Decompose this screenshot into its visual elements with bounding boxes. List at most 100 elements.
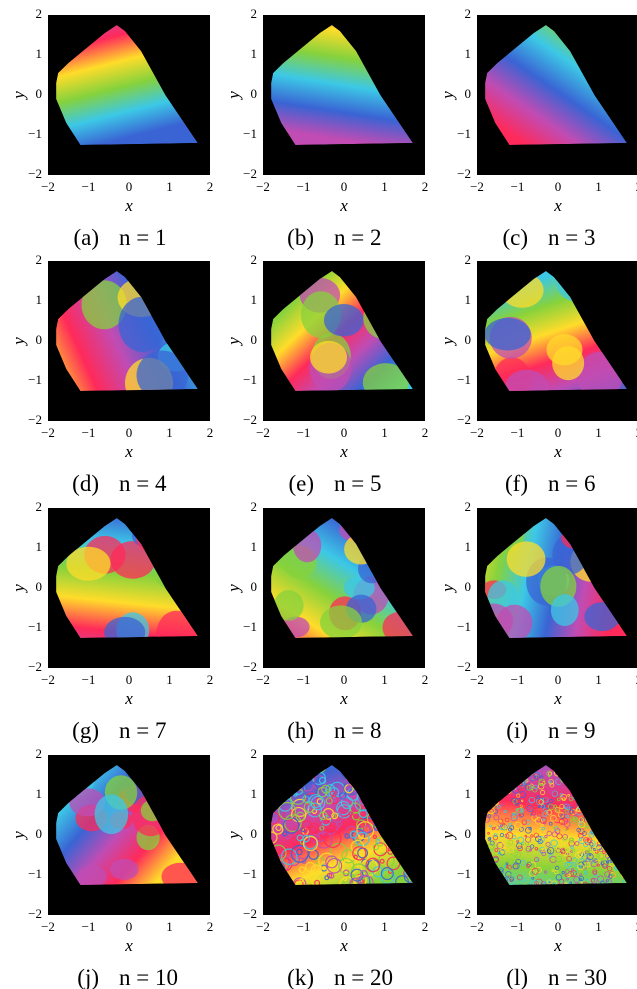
panel-caption: n = 10 [119,965,178,989]
panel-caption: n = 9 [548,718,595,743]
y-tick-label: −2 [457,166,471,181]
y-tick-label: 0 [251,86,258,101]
panel-caption: n = 3 [548,225,595,250]
y-tick-label: 2 [251,746,258,761]
y-tick-label: 2 [251,6,258,21]
y-tick-label: 1 [251,786,258,801]
x-tick-label: −2 [41,179,55,194]
x-axis-label: x [339,196,348,215]
x-tick-label: −2 [470,919,484,934]
x-tick-label: 0 [341,179,348,194]
y-tick-label: −1 [457,619,471,634]
y-tick-label: 0 [251,332,258,347]
panel: −2−2−1−1001122xy(h)n = 8 [224,499,428,743]
blob [310,341,347,374]
panel-caption: n = 7 [119,718,166,743]
y-tick-label: 2 [465,252,472,267]
y-axis-label: y [438,337,457,347]
y-tick-label: 1 [251,539,258,554]
panel-label: (e) [288,471,314,496]
y-tick-label: 0 [465,579,472,594]
x-tick-label: 0 [555,425,562,440]
x-axis-label: x [553,196,562,215]
y-tick-label: −1 [28,866,42,881]
x-tick-label: 0 [341,672,348,687]
y-axis-label: y [9,91,28,101]
panel-label: (f) [505,471,528,496]
y-tick-label: 1 [251,292,258,307]
y-axis-label: y [9,337,28,347]
panel-label: (g) [72,718,99,743]
y-axis-label: y [224,584,243,594]
y-axis-label: y [9,584,28,594]
y-tick-label: 0 [251,826,258,841]
x-axis-label: x [553,936,562,955]
x-tick-label: 1 [381,179,388,194]
x-tick-label: −1 [297,919,311,934]
y-tick-label: −1 [243,126,257,141]
y-axis-label: y [438,91,457,101]
y-tick-label: −2 [457,412,471,427]
x-tick-label: 2 [422,919,429,934]
y-tick-label: −1 [243,619,257,634]
y-tick-label: 0 [251,579,258,594]
y-tick-label: 2 [36,6,43,21]
x-tick-label: 2 [207,179,214,194]
x-axis-label: x [124,936,133,955]
y-tick-label: 2 [465,6,472,21]
y-axis-label: y [9,831,28,841]
x-tick-label: −1 [511,425,525,440]
x-tick-label: 0 [555,672,562,687]
x-tick-label: −1 [297,179,311,194]
x-tick-label: 2 [207,425,214,440]
x-axis-label: x [124,196,133,215]
panel-caption: n = 2 [334,225,381,250]
y-tick-label: −2 [457,659,471,674]
blob [484,318,530,350]
y-tick-label: 2 [251,252,258,267]
y-tick-label: 1 [251,46,258,61]
panel: −2−2−1−1001122xy(i)n = 9 [438,499,637,743]
y-tick-label: −1 [28,126,42,141]
y-tick-label: −1 [457,866,471,881]
y-tick-label: −1 [28,619,42,634]
figure: −2−2−1−1001122xy(a)n = 1−2−2−1−1001122xy… [0,0,637,989]
y-tick-label: 2 [36,252,43,267]
y-tick-label: −1 [28,372,42,387]
panel-caption: n = 8 [334,718,381,743]
panel: −2−2−1−1001122xy(f)n = 6 [438,252,637,496]
panel-label: (k) [287,965,314,989]
blob [110,859,139,880]
panel-caption: n = 30 [548,965,607,989]
x-axis-label: x [339,442,348,461]
blob [320,605,362,639]
panel-label: (l) [506,965,528,989]
panel-label: (h) [287,718,314,743]
x-axis-label: x [124,442,133,461]
y-tick-label: 1 [36,292,43,307]
y-tick-label: −2 [243,659,257,674]
x-tick-label: −1 [297,425,311,440]
x-tick-label: 1 [595,179,602,194]
x-tick-label: −1 [82,919,96,934]
y-tick-label: 0 [36,332,43,347]
x-tick-label: 1 [166,425,173,440]
x-tick-label: −2 [256,425,270,440]
x-tick-label: 1 [381,425,388,440]
y-tick-label: 0 [36,579,43,594]
y-tick-label: −2 [243,906,257,921]
y-tick-label: 2 [251,499,258,514]
y-axis-label: y [224,831,243,841]
x-tick-label: −1 [82,425,96,440]
panel-caption: n = 20 [334,965,393,989]
panel: −2−2−1−1001122xy(b)n = 2 [224,6,428,250]
panel: −2−2−1−1001122xy(d)n = 4 [9,252,213,496]
x-tick-label: −1 [511,179,525,194]
panel-label: (i) [506,718,528,743]
y-tick-label: 0 [465,86,472,101]
x-tick-label: −2 [41,425,55,440]
x-axis-label: x [553,442,562,461]
panel: −2−2−1−1001122xy(c)n = 3 [438,6,637,250]
y-tick-label: 0 [36,86,43,101]
y-tick-label: 1 [36,786,43,801]
